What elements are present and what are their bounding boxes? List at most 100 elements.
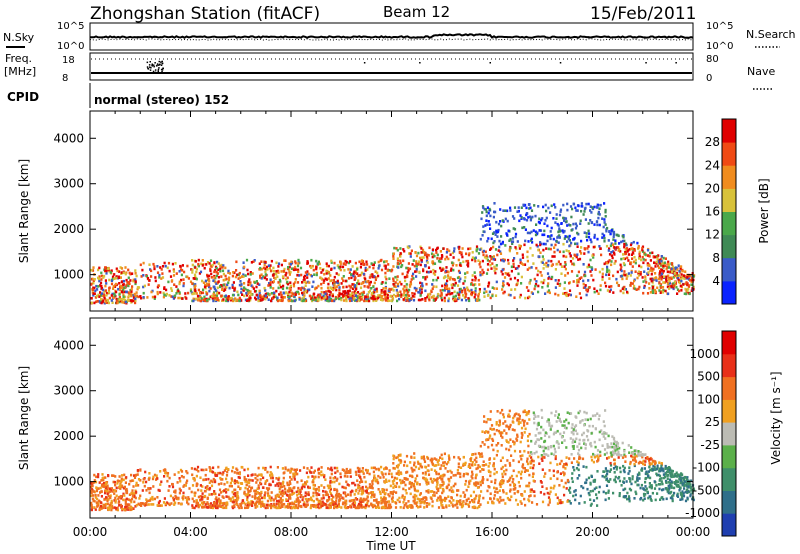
velocity-cell (510, 454, 513, 457)
velocity-cell (243, 468, 246, 472)
power-cell (374, 288, 377, 292)
velocity-cell (426, 478, 429, 482)
power-cell (184, 295, 187, 299)
velocity-cell (499, 411, 502, 415)
velocity-cell (571, 480, 574, 483)
velocity-cell (459, 499, 462, 502)
power-cell (490, 257, 493, 261)
power-cell (156, 292, 159, 296)
cpid-value: normal (stereo) 152 (94, 93, 229, 107)
power-cell (303, 294, 306, 297)
velocity-cell (477, 452, 480, 455)
power-cell (156, 285, 159, 289)
velocity-cell (469, 458, 472, 461)
velocity-cell (421, 471, 425, 475)
power-cell (588, 232, 591, 235)
velocity-cell (221, 478, 224, 481)
power-cell (542, 248, 545, 252)
velocity-cell (392, 457, 395, 461)
power-cell (224, 288, 227, 291)
power-cell (135, 291, 138, 294)
power-cell (194, 275, 197, 278)
velocity-cell (439, 486, 442, 489)
velocity-cell (381, 498, 384, 501)
power-cell (478, 288, 481, 291)
power-cell (650, 267, 653, 271)
velocity-cell (267, 487, 271, 490)
power-cell (545, 247, 548, 250)
freq-sample-point (675, 62, 677, 64)
power-cell (509, 293, 512, 297)
power-cell (304, 299, 307, 303)
power-cell (396, 278, 399, 282)
power-cell (98, 279, 101, 283)
velocity-cell (608, 470, 612, 473)
power-cell (361, 271, 364, 275)
power-cell (451, 261, 454, 265)
power-cell (372, 285, 375, 289)
power-cell (377, 294, 380, 297)
power-cell (404, 294, 407, 297)
power-cell (350, 299, 353, 302)
velocity-cell (590, 455, 593, 459)
colorbar-tick-label: 28 (705, 135, 720, 149)
power-cell (440, 254, 444, 257)
velocity-cell (565, 418, 568, 422)
power-cell (659, 270, 662, 274)
power-cell (450, 267, 453, 271)
power-cell (403, 249, 406, 253)
power-cell (447, 270, 450, 274)
power-cell (550, 204, 553, 208)
power-cell (285, 277, 288, 281)
velocity-cell (441, 483, 444, 487)
power-cell (213, 276, 216, 279)
power-cell (605, 261, 608, 265)
power-cell (299, 288, 303, 291)
power-cell (120, 286, 123, 290)
power-cell (449, 253, 452, 256)
velocity-cell (177, 471, 180, 474)
velocity-cell (305, 471, 308, 475)
power-cell (676, 292, 679, 295)
power-cell (324, 295, 327, 299)
power-cell (523, 226, 526, 229)
power-cell (94, 289, 97, 293)
power-cell (464, 276, 467, 279)
velocity-cell (213, 490, 216, 493)
power-cell (657, 254, 660, 257)
velocity-cell (90, 488, 94, 491)
velocity-cell (139, 469, 142, 472)
velocity-cell (422, 455, 425, 458)
power-cell (621, 287, 624, 291)
power-cell (222, 298, 225, 301)
power-cell (601, 267, 604, 271)
power-cell (527, 296, 530, 300)
power-cell (248, 291, 251, 294)
power-cell (592, 278, 595, 282)
power-cell (642, 291, 645, 295)
velocity-cell (439, 498, 442, 502)
velocity-cell (243, 490, 246, 494)
power-cell (480, 217, 483, 221)
velocity-cell (636, 479, 639, 482)
power-cell (358, 296, 361, 299)
power-cell (345, 297, 348, 301)
velocity-cell (618, 492, 621, 495)
velocity-cell (217, 497, 220, 501)
velocity-cell (373, 474, 376, 477)
velocity-cell (549, 461, 552, 465)
power-cell (593, 223, 596, 226)
power-cell (451, 251, 454, 255)
velocity-cell (90, 485, 93, 489)
velocity-cell (670, 486, 673, 489)
velocity-cell (636, 473, 639, 476)
power-cell (621, 234, 624, 238)
colorbar-segment (722, 142, 736, 166)
power-cell (209, 295, 212, 299)
velocity-cell (209, 467, 212, 470)
power-cell (648, 287, 651, 290)
power-cell (590, 268, 593, 271)
velocity-cell (267, 492, 270, 495)
velocity-cell (297, 489, 300, 493)
velocity-cell (208, 493, 211, 496)
